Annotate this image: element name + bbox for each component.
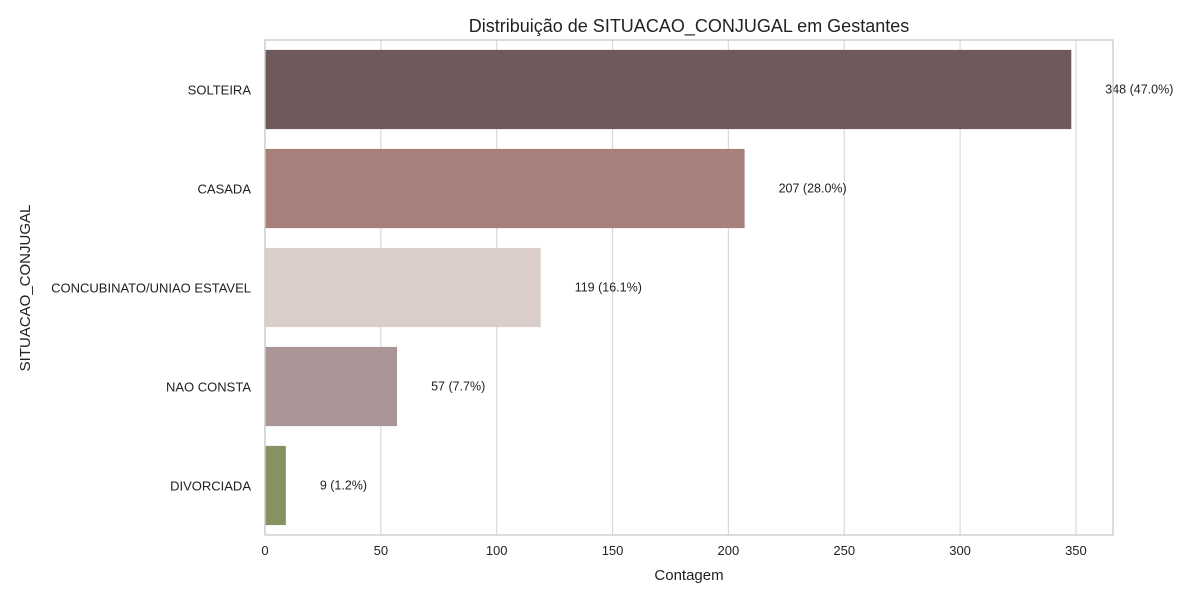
bars <box>265 49 1072 526</box>
x-tick-label: 100 <box>486 543 508 558</box>
plot-frame <box>264 39 1114 536</box>
bar-value-labels: 348 (47.0%) 207 (28.0%) 119 (16.1%) 57 (7.7… <box>320 83 1174 493</box>
y-tick-labels: SOLTEIRA CASADA CONCUBINATO/UNIAO ESTAVEL N… <box>51 83 251 494</box>
y-tick-label: CONCUBINATO/UNIAO ESTAVEL <box>51 281 251 296</box>
bar-value-label: 57 (7.7%) <box>431 380 485 394</box>
x-tick-labels: 0 50 100 150 200 250 300 350 <box>261 543 1086 558</box>
bar <box>265 148 745 229</box>
y-tick-label: SOLTEIRA <box>188 83 252 98</box>
x-tick-label: 200 <box>718 543 740 558</box>
x-tick-label: 0 <box>261 543 268 558</box>
bar-value-label: 348 (47.0%) <box>1105 83 1173 97</box>
x-axis-label: Contagem <box>654 567 723 584</box>
bar-value-label: 119 (16.1%) <box>575 281 642 295</box>
y-axis-label: SITUACAO_CONJUGAL <box>17 205 34 372</box>
x-tick-label: 300 <box>949 543 971 558</box>
bar-value-label: 9 (1.2%) <box>320 479 367 493</box>
y-tick-label: NAO CONSTA <box>166 380 251 395</box>
bar <box>265 445 286 526</box>
bar <box>265 247 541 328</box>
bar <box>265 346 398 427</box>
chart-title: Distribuição de SITUACAO_CONJUGAL em Ges… <box>469 16 909 37</box>
bar <box>265 49 1072 130</box>
bar-value-label: 207 (28.0%) <box>779 182 847 196</box>
y-tick-label: DIVORCIADA <box>170 479 251 494</box>
x-tick-label: 350 <box>1065 543 1087 558</box>
x-tick-label: 250 <box>833 543 855 558</box>
y-tick-label: CASADA <box>198 182 252 197</box>
x-tick-label: 50 <box>374 543 388 558</box>
x-tick-label: 150 <box>602 543 624 558</box>
